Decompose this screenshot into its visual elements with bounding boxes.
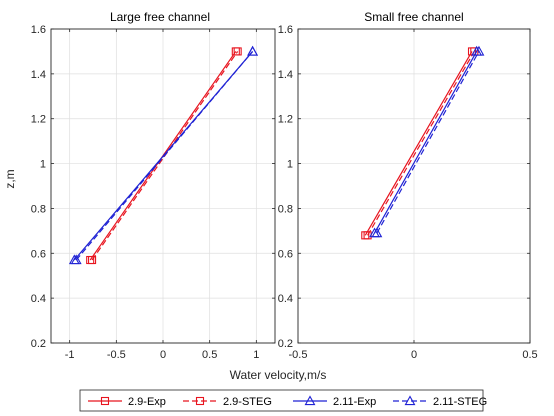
legend-label-2-9-steg: 2.9-STEG bbox=[223, 396, 272, 408]
right-2-11-steg-marker-1 bbox=[473, 45, 485, 56]
right-y-tick-label: 1.6 bbox=[278, 24, 293, 36]
left-x-tick-label: 1 bbox=[253, 349, 259, 361]
right-x-tick-label: 0.5 bbox=[522, 349, 537, 361]
right-axes-title: Small free channel bbox=[364, 10, 463, 24]
left-axes-y-axis-label: z,m bbox=[3, 169, 17, 188]
right-axes-small-free-channel: Small free channel -0.5 0 0.5 0.2 0.4 0.6 0.8 1… bbox=[278, 10, 538, 361]
legend-label-2-9-exp: 2.9-Exp bbox=[128, 396, 166, 408]
left-y-tick-label: 0.2 bbox=[31, 338, 46, 350]
right-y-tick-label: 0.4 bbox=[278, 293, 293, 305]
left-y-tick-label: 0.4 bbox=[31, 293, 46, 305]
legend-marker-2-11-exp bbox=[304, 395, 316, 406]
right-series-line-2-11-exp bbox=[374, 51, 478, 234]
legend-label-2-11-exp: 2.11-Exp bbox=[333, 396, 376, 408]
right-y-tick-label: 1.4 bbox=[278, 69, 293, 81]
legend: 2.9-Exp 2.9-STEG 2.11-Exp 2.11-STEG bbox=[79, 389, 487, 412]
left-y-tick-label: 0.6 bbox=[31, 248, 46, 260]
right-x-tick-label: 0 bbox=[411, 349, 417, 361]
shared-x-axis-label: Water velocity,m/s bbox=[230, 368, 327, 382]
right-y-tick-label: 0.8 bbox=[278, 203, 293, 215]
left-y-tick-label: 0.8 bbox=[31, 203, 46, 215]
left-2-9-steg-marker-1 bbox=[233, 47, 242, 56]
right-y-tick-label: 1.2 bbox=[278, 114, 293, 126]
legend-marker-2-9-steg bbox=[195, 396, 205, 406]
legend-marker-2-9-exp bbox=[100, 396, 110, 406]
left-series-line-2-11-steg bbox=[75, 51, 254, 261]
legend-marker-2-11-steg bbox=[404, 395, 416, 406]
left-axes-large-free-channel: Large free channel z,m -1 -0.5 0 0.5 1 0.2 0.4… bbox=[3, 10, 276, 361]
left-y-tick-label: 1.4 bbox=[31, 69, 46, 81]
legend-label-2-11-steg: 2.11-STEG bbox=[433, 396, 487, 408]
right-y-tick-label: 1 bbox=[287, 159, 293, 171]
left-2-11-steg-marker-0 bbox=[70, 254, 82, 265]
left-x-tick-label: -0.5 bbox=[107, 349, 126, 361]
left-x-tick-label: -1 bbox=[65, 349, 75, 361]
left-x-tick-label: 0.5 bbox=[202, 349, 217, 361]
right-y-tick-label: 0.2 bbox=[278, 338, 293, 350]
left-2-11-steg-marker-1 bbox=[247, 45, 259, 56]
left-axes-title: Large free channel bbox=[110, 10, 210, 24]
right-series-line-2-11-steg bbox=[376, 51, 480, 234]
left-2-9-steg-marker-0 bbox=[88, 255, 97, 265]
left-y-tick-label: 1.6 bbox=[31, 24, 46, 36]
left-y-tick-label: 1.2 bbox=[31, 114, 46, 126]
legend-box bbox=[79, 389, 484, 412]
left-y-tick-label: 1 bbox=[40, 159, 46, 171]
right-series-line-2-9-exp bbox=[364, 51, 473, 236]
right-2-11-steg-marker-0 bbox=[371, 227, 383, 238]
left-x-tick-label: 0 bbox=[160, 349, 166, 361]
right-y-tick-label: 0.6 bbox=[278, 248, 293, 260]
right-x-tick-label: -0.5 bbox=[289, 349, 308, 361]
